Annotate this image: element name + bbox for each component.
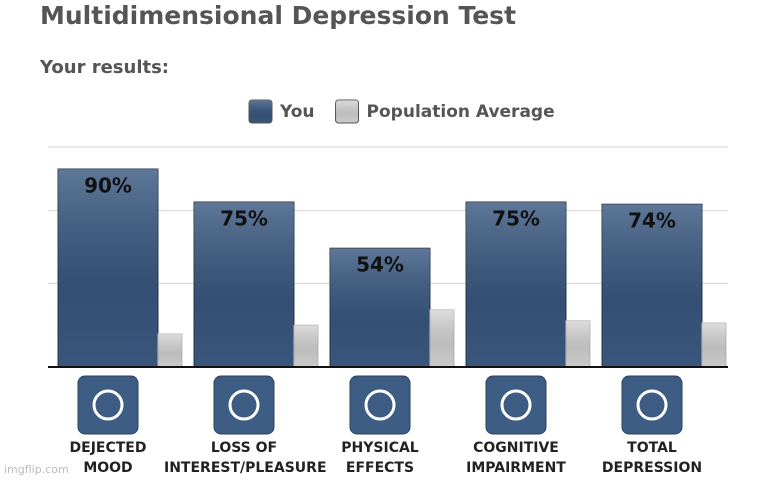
category-icon-glyph [92, 389, 124, 421]
category-icon [213, 375, 275, 435]
x-tick-label: COGNITIVE IMPAIRMENT [466, 440, 566, 476]
value-label: 75% [492, 207, 540, 231]
category-icon-glyph [364, 389, 396, 421]
bar-shade [158, 334, 182, 367]
bar-shade [58, 169, 158, 367]
bar-shade [330, 248, 430, 367]
value-label: 74% [628, 209, 676, 233]
bar-shade [466, 202, 566, 367]
category-icon [485, 375, 547, 435]
icons [77, 375, 683, 435]
category-icon [349, 375, 411, 435]
value-label: 90% [84, 174, 132, 198]
bar-shade [566, 320, 590, 367]
value-label: 54% [356, 253, 404, 277]
category-icon-glyph [228, 389, 260, 421]
category-icon-glyph [500, 389, 532, 421]
legend-swatch-shade [335, 100, 359, 123]
bar-shade [702, 323, 726, 367]
x-tick-label: TOTAL DEPRESSION [601, 440, 703, 476]
value-label: 75% [220, 207, 268, 231]
x-tick-label: DEJECTED MOOD [69, 440, 147, 476]
subtitle: Your results: [39, 57, 169, 78]
bar-shade [194, 202, 294, 367]
category-icon-glyph [636, 389, 668, 421]
category-icon [621, 375, 683, 435]
x-tick-label: LOSS OF INTEREST/PLEASURE [164, 440, 327, 476]
category-icon [77, 375, 139, 435]
bar-shade [294, 325, 318, 367]
legend-label: You [279, 102, 315, 122]
bar-shade [430, 309, 454, 367]
x-tick-label: PHYSICAL EFFECTS [341, 440, 419, 476]
bar-shade [602, 204, 702, 367]
watermark: imgflip.com [4, 463, 69, 476]
legend-label: Population Average [367, 102, 555, 122]
chart-title: Multidimensional Depression Test [40, 1, 516, 30]
legend-swatch-shade [249, 100, 272, 123]
